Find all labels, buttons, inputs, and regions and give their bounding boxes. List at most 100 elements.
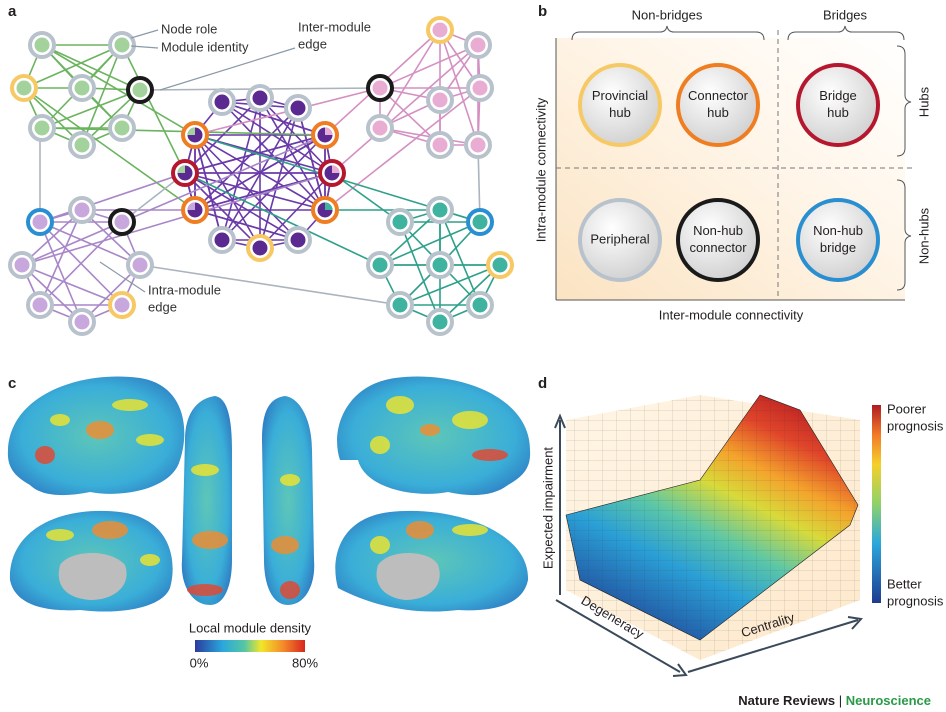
colorbar-label: Poorer	[887, 401, 927, 416]
node	[74, 202, 90, 218]
hotspot	[50, 414, 70, 426]
column-header: Bridges	[823, 7, 868, 22]
role-label: Connector	[688, 88, 749, 103]
panel-label: b	[538, 3, 547, 20]
role-label: bridge	[820, 240, 856, 255]
node	[114, 214, 130, 230]
callouts	[99, 29, 296, 293]
node	[372, 120, 388, 136]
panel-label: d	[538, 375, 547, 392]
edge	[21, 221, 123, 266]
node	[472, 214, 488, 230]
role-label: hub	[609, 105, 631, 120]
edge	[259, 172, 333, 249]
colorbar	[872, 405, 881, 603]
brain-surface	[181, 396, 232, 605]
node	[32, 297, 48, 313]
bracket	[896, 179, 912, 291]
node	[432, 314, 448, 330]
hotspot	[452, 411, 488, 429]
node	[392, 214, 408, 230]
node	[470, 37, 486, 53]
node	[114, 120, 130, 136]
role-circle	[796, 63, 880, 147]
colorbar-label: 80%	[292, 655, 318, 670]
bracket	[896, 45, 912, 157]
hotspots	[35, 396, 508, 599]
hotspot	[280, 581, 300, 599]
node	[252, 90, 268, 106]
node-share	[325, 202, 333, 210]
node	[132, 257, 148, 273]
role-label: Non-hub	[813, 223, 863, 238]
node	[32, 214, 48, 230]
node	[432, 22, 448, 38]
hotspot	[112, 399, 148, 411]
callout: Module identity	[161, 39, 249, 54]
node-share	[187, 127, 195, 135]
node	[132, 82, 148, 98]
surface-mesh	[566, 395, 858, 640]
node	[74, 137, 90, 153]
role-label: Provincial	[592, 88, 648, 103]
callout-line	[159, 47, 296, 91]
hotspot	[271, 536, 299, 554]
node	[470, 137, 486, 153]
footer: Nature Reviews | Neuroscience	[738, 693, 931, 708]
edge	[21, 172, 333, 266]
edge	[194, 107, 299, 211]
hotspot	[140, 554, 160, 566]
hotspot	[35, 446, 55, 464]
hotspot	[46, 529, 74, 541]
node	[432, 92, 448, 108]
colorbar	[195, 640, 305, 652]
edge	[399, 264, 501, 306]
edge	[39, 221, 123, 306]
arrowhead	[847, 616, 863, 630]
node	[290, 232, 306, 248]
colorbar-title: Local module density	[189, 620, 312, 635]
edge	[399, 221, 441, 323]
role-circle	[578, 198, 662, 282]
edge	[331, 44, 479, 174]
node-share	[177, 165, 185, 173]
edge	[221, 107, 299, 241]
edge	[194, 134, 223, 241]
role-label: connector	[689, 240, 747, 255]
axis-title: Expected impairment	[540, 447, 555, 569]
role-label: Bridge	[819, 88, 857, 103]
edge	[194, 134, 299, 241]
node	[432, 202, 448, 218]
callout: edge	[148, 299, 177, 314]
edge	[259, 107, 299, 249]
arrowhead	[672, 663, 688, 677]
edge	[379, 44, 479, 89]
footer-separator: |	[839, 693, 842, 708]
edge	[39, 172, 186, 223]
role-label: hub	[707, 105, 729, 120]
node	[252, 240, 268, 256]
node-share	[325, 127, 333, 135]
node	[492, 257, 508, 273]
edge	[259, 97, 333, 174]
callout: Node role	[161, 21, 217, 36]
callout: Intra-module	[148, 282, 221, 297]
colorbar-label: Better	[887, 576, 922, 591]
callout-line	[99, 261, 146, 293]
edge	[184, 97, 261, 174]
edge	[379, 29, 441, 129]
panel-label: c	[8, 375, 16, 392]
node	[290, 100, 306, 116]
node	[34, 37, 50, 53]
node	[392, 297, 408, 313]
node	[432, 137, 448, 153]
edge	[324, 87, 481, 211]
medial-wall	[376, 552, 440, 600]
colorbar-label: prognosis	[887, 418, 944, 433]
edge	[23, 44, 123, 89]
node	[114, 37, 130, 53]
hotspot	[386, 396, 414, 414]
edge	[39, 221, 83, 323]
callout-line	[130, 29, 159, 39]
